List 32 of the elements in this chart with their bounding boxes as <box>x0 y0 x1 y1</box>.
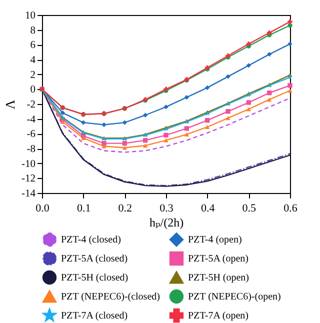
legend-label: PZT-5A (closed) <box>61 254 128 264</box>
y-tick-label: 2 <box>30 70 36 81</box>
x-tick-label: 0.1 <box>76 202 91 214</box>
x-tick-label: 0.6 <box>284 202 298 214</box>
legend-label: PZT-7A (open) <box>188 310 248 322</box>
legend-label: PZT-7A (closed) <box>61 310 128 322</box>
y-tick-label: 0 <box>30 84 36 96</box>
x-tick-label: 0.5 <box>242 202 257 214</box>
x-tick-label: 0.3 <box>160 202 174 214</box>
y-tick-label: 10 <box>25 10 36 22</box>
y-tick-label: -2 <box>26 100 36 110</box>
y-tick-label: 8 <box>30 25 36 36</box>
x-tick-label: 0.4 <box>200 202 216 214</box>
y-tick-label: -10 <box>22 158 36 170</box>
legend-label: PZT-5H (open) <box>188 272 250 284</box>
y-tick-label: 4 <box>30 55 36 66</box>
x-tick-label: 0.0 <box>36 202 50 214</box>
y-tick-label: 6 <box>30 40 36 52</box>
legend-label: PZT-5H (closed) <box>61 272 128 284</box>
x-axis-title: hₚ/(2h) <box>149 216 184 230</box>
y-axis-title: Λ <box>2 99 18 110</box>
x-tick-label: 0.2 <box>118 202 132 214</box>
legend-label: PZT-4 (closed) <box>61 234 121 246</box>
legend-label: PZT (NEPEC6)-(closed) <box>61 292 160 302</box>
legend-label: PZT (NEPEC6)-(open) <box>188 292 281 302</box>
y-tick-label: -6 <box>26 129 36 140</box>
legend-label: PZT-5A (open) <box>188 254 248 264</box>
y-tick-label: -12 <box>22 174 36 185</box>
y-tick-label: -4 <box>26 114 36 126</box>
legend-label: PZT-4 (open) <box>188 234 242 246</box>
y-tick-label: -8 <box>26 144 36 155</box>
y-tick-label: -14 <box>22 188 36 200</box>
